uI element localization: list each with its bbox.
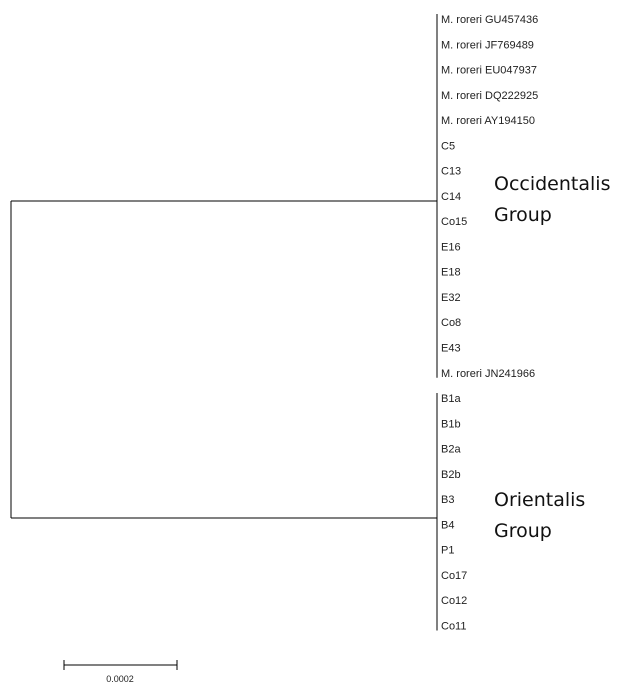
leaf-label: M. roreri JF769489	[441, 39, 534, 51]
leaf-label: Co15	[441, 216, 467, 228]
leaf-label: C13	[441, 166, 461, 178]
leaf-label: C14	[441, 191, 461, 203]
orientalis-group-label: Group	[494, 520, 552, 542]
leaf-label: E18	[441, 267, 461, 279]
leaf-label: Co8	[441, 317, 461, 329]
orientalis-group-label: Orientalis	[494, 489, 585, 511]
leaf-label: Co12	[441, 595, 467, 607]
leaf-label: B2a	[441, 444, 461, 456]
leaf-label: M. roreri AY194150	[441, 115, 535, 127]
scale-bar-label: 0.0002	[106, 674, 134, 684]
leaf-label: M. roreri JN241966	[441, 368, 535, 380]
leaf-label: B1b	[441, 418, 461, 430]
group-labels: Occidentalis Group Orientalis Group	[494, 173, 610, 542]
leaf-label: E32	[441, 292, 461, 304]
leaf-label: B2b	[441, 469, 461, 481]
leaf-label: B3	[441, 494, 454, 506]
tree-branches	[10, 14, 438, 631]
occidentalis-group-label: Occidentalis	[494, 173, 610, 195]
leaf-label: B1a	[441, 393, 461, 405]
leaf-label: E43	[441, 343, 461, 355]
leaf-label: P1	[441, 545, 454, 557]
leaf-label: M. roreri GU457436	[441, 14, 538, 26]
scale-bar: 0.0002	[63, 660, 178, 684]
leaf-label: Co17	[441, 570, 467, 582]
leaf-label: M. roreri DQ222925	[441, 90, 538, 102]
occidentalis-group-label: Group	[494, 204, 552, 226]
leaf-label: Co11	[441, 620, 466, 632]
leaf-label: C5	[441, 140, 455, 152]
leaf-label: E16	[441, 241, 461, 253]
leaf-labels: M. roreri GU457436 M. roreri JF769489 M. r…	[441, 14, 538, 632]
leaf-label: B4	[441, 519, 454, 531]
leaf-label: M. roreri EU047937	[441, 65, 537, 77]
